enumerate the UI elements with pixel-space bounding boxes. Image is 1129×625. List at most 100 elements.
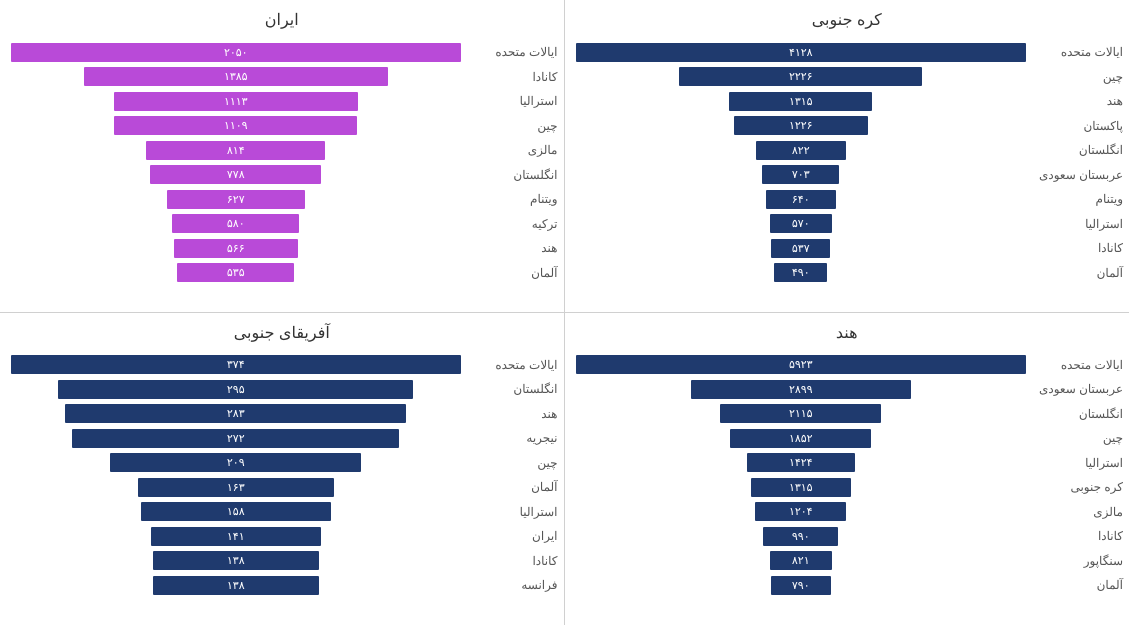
bar-value: ۵۸۰ [227, 217, 245, 230]
funnel-bar: ۱۸۵۲ [730, 429, 871, 448]
funnel-row: چین۲۰۹ [6, 451, 558, 476]
funnel-bar: ۱۵۸ [141, 502, 331, 521]
funnel-row: انگلستان۲۹۵ [6, 377, 558, 402]
bar-wrap: ۲۹۵ [6, 379, 466, 399]
row-label: انگلستان [1031, 143, 1123, 157]
bar-wrap: ۴۱۲۸ [571, 42, 1032, 62]
row-label: مالزی [466, 143, 558, 157]
bar-value: ۴۹۰ [792, 266, 810, 279]
bar-wrap: ۸۲۱ [571, 551, 1032, 571]
bar-value: ۲۹۵ [227, 383, 245, 396]
funnel-bar: ۵۷۰ [770, 214, 832, 233]
funnel-bar: ۱۳۸۵ [84, 67, 388, 86]
bar-value: ۹۹۰ [792, 530, 810, 543]
funnel-bar: ۷۰۳ [762, 165, 839, 184]
funnel-bar: ۶۲۷ [167, 190, 305, 209]
funnel-bar: ۲۸۹۹ [691, 380, 911, 399]
funnel-bar: ۷۹۰ [771, 576, 831, 595]
bar-wrap: ۱۳۱۵ [571, 91, 1032, 111]
funnel-bar: ۵۶۶ [174, 239, 298, 258]
funnel-bar: ۱۳۸ [153, 576, 319, 595]
funnel-row: چین۲۲۲۶ [571, 65, 1124, 90]
row-label: چین [466, 119, 558, 133]
funnel-bar: ۱۱۱۳ [114, 92, 358, 111]
funnel-bar: ۱۱۰۹ [114, 116, 357, 135]
funnel-bar: ۶۴۰ [766, 190, 836, 209]
bar-value: ۱۲۲۶ [789, 119, 813, 132]
row-label: آلمان [1031, 578, 1123, 592]
row-label: ایالات متحده [466, 45, 558, 59]
funnel-row: چین۱۸۵۲ [571, 426, 1124, 451]
funnel-row: کانادا۱۳۸۵ [6, 65, 558, 90]
funnel-row: استرالیا۱۴۲۴ [571, 451, 1124, 476]
funnel-row: ایران ۱۴۱ [6, 524, 558, 549]
bar-wrap: ۷۷۸ [6, 165, 466, 185]
bar-value: ۵۷۰ [792, 217, 810, 230]
row-label: کره جنوبی [1031, 480, 1123, 494]
bar-value: ۷۷۸ [227, 168, 245, 181]
funnel-bar: ۲۷۲ [72, 429, 399, 448]
funnel-row: آلمان۱۶۳ [6, 475, 558, 500]
panel-korea: کره جنوبی ایالات متحده۴۱۲۸چین۲۲۲۶هند۱۳۱۵… [565, 0, 1129, 313]
row-label: کانادا [1031, 529, 1123, 543]
row-label: هند [1031, 94, 1123, 108]
funnel-row: ایالات متحده۳۷۴ [6, 353, 558, 378]
bar-wrap: ۵۳۷ [571, 238, 1032, 258]
funnel-row: فرانسه۱۳۸ [6, 573, 558, 598]
bar-wrap: ۲۸۹۹ [571, 379, 1032, 399]
funnel-row: انگلستان۸۲۲ [571, 138, 1124, 163]
funnel-row: ویتنام۶۲۷ [6, 187, 558, 212]
row-label: سنگاپور [1031, 554, 1123, 568]
bar-wrap: ۷۰۳ [571, 165, 1032, 185]
funnel-row: ایالات متحده۵۹۲۳ [571, 353, 1124, 378]
bar-wrap: ۱۴۱ [6, 526, 466, 546]
row-label: ویتنام [1031, 192, 1123, 206]
bar-value: ۱۵۸ [227, 505, 245, 518]
row-label: انگلستان [466, 168, 558, 182]
funnel-row: کانادا ۹۹۰ [571, 524, 1124, 549]
funnel-bar: ۲۸۳ [65, 404, 406, 423]
bar-wrap: ۶۴۰ [571, 189, 1032, 209]
bar-wrap: ۱۴۲۴ [571, 453, 1032, 473]
funnel-row: سنگاپور ۸۲۱ [571, 549, 1124, 574]
funnel-row: مالزی ۸۱۴ [6, 138, 558, 163]
funnel-row: استرالیا ۵۷۰ [571, 212, 1124, 237]
funnel-row: کره جنوبی۱۳۱۵ [571, 475, 1124, 500]
funnel-row: هند۱۳۱۵ [571, 89, 1124, 114]
bar-wrap: ۵۶۶ [6, 238, 466, 258]
bar-value: ۱۸۵۲ [789, 432, 813, 445]
funnel-iran: ایالات متحده ۲۰۵۰ کانادا۱۳۸۵ استرالیا ۱۱۱۳ چی… [6, 40, 558, 285]
funnel-bar: ۹۹۰ [763, 527, 838, 546]
row-label: استرالیا [1031, 217, 1123, 231]
row-label: چین [1031, 70, 1123, 84]
row-label: ایران [466, 529, 558, 543]
funnel-row: ایالات متحده ۲۰۵۰ [6, 40, 558, 65]
bar-wrap: ۲۱۱۵ [571, 404, 1032, 424]
row-label: ترکیه [466, 217, 558, 231]
bar-value: ۸۱۴ [227, 144, 245, 157]
funnel-bar: ۵۳۵ [177, 263, 294, 282]
bar-value: ۱۲۰۴ [789, 505, 813, 518]
funnel-bar: ۸۲۱ [770, 551, 832, 570]
bar-wrap: ۱۲۲۶ [571, 116, 1032, 136]
funnel-bar: ۲۹۵ [58, 380, 413, 399]
bar-value: ۱۴۱ [227, 530, 245, 543]
row-label: چین [466, 456, 558, 470]
bar-wrap: ۱۶۳ [6, 477, 466, 497]
bar-value: ۳۷۴ [227, 358, 245, 371]
bar-value: ۱۳۸ [227, 579, 245, 592]
funnel-row: مالزی۱۲۰۴ [571, 500, 1124, 525]
funnel-row: ایالات متحده۴۱۲۸ [571, 40, 1124, 65]
bar-wrap: ۷۹۰ [571, 575, 1032, 595]
row-label: استرالیا [466, 94, 558, 108]
funnel-bar: ۲۰۵۰ [11, 43, 461, 62]
bar-wrap: ۴۹۰ [571, 263, 1032, 283]
row-label: هند [466, 407, 558, 421]
panel-title: آفریقای جنوبی [6, 323, 558, 343]
funnel-row: ویتنام ۶۴۰ [571, 187, 1124, 212]
row-label: پاکستان [1031, 119, 1123, 133]
bar-wrap: ۲۰۵۰ [6, 42, 466, 62]
bar-wrap: ۱۳۸۵ [6, 67, 466, 87]
row-label: نیجریه [466, 431, 558, 445]
funnel-row: کانادا۵۳۷ [571, 236, 1124, 261]
